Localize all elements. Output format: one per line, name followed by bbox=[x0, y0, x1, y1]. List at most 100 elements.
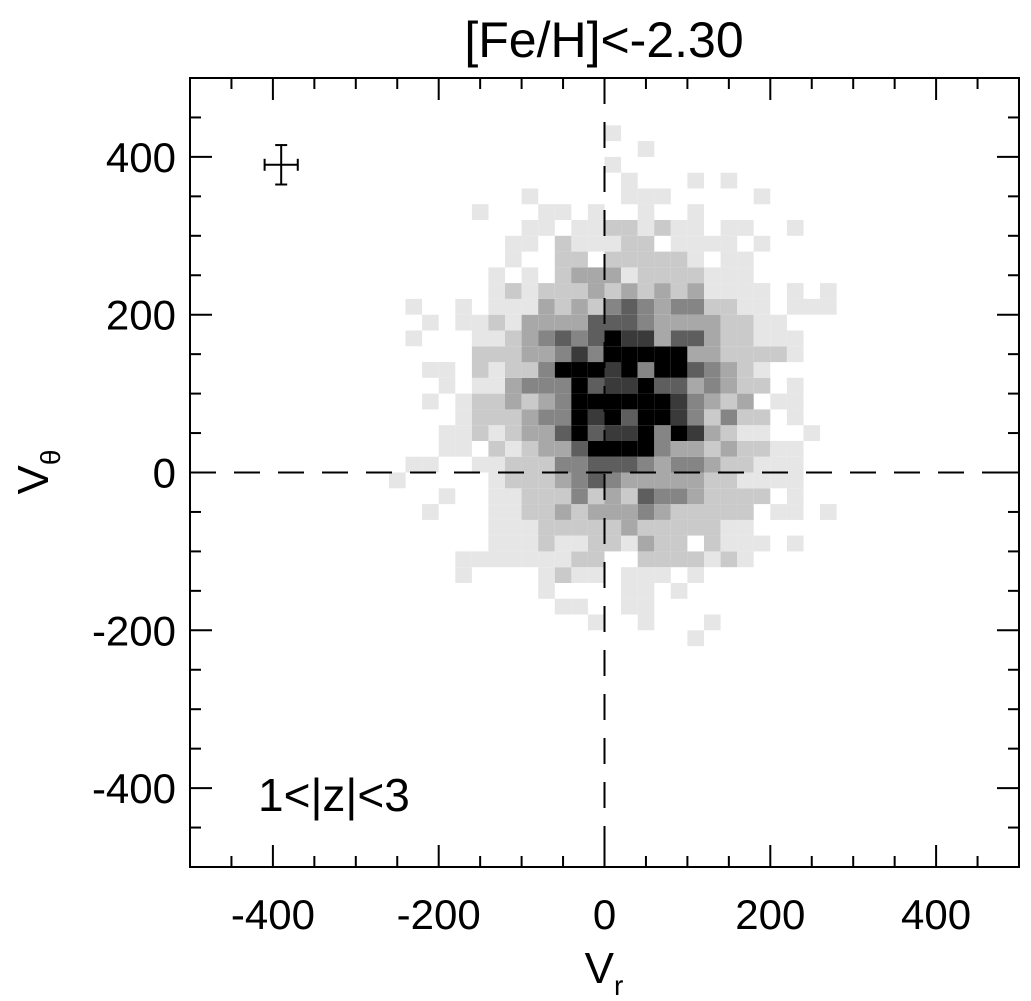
heatmap-cell bbox=[538, 377, 555, 394]
heatmap-cell bbox=[637, 583, 655, 599]
heatmap-cell bbox=[488, 393, 505, 410]
heatmap-cell bbox=[786, 535, 804, 552]
heatmap-cell bbox=[521, 330, 539, 347]
y-axis-label: Vθ bbox=[9, 450, 66, 495]
heatmap-cell bbox=[670, 377, 688, 394]
heatmap-cell bbox=[786, 298, 804, 315]
heatmap-cell bbox=[720, 172, 738, 189]
heatmap-cell bbox=[637, 330, 655, 347]
heatmap-cell bbox=[505, 283, 522, 299]
heatmap-cell bbox=[571, 393, 588, 410]
heatmap-cell bbox=[471, 409, 489, 426]
heatmap-cell bbox=[786, 330, 804, 347]
heatmap-cell bbox=[720, 314, 738, 331]
heatmap-cell bbox=[604, 235, 622, 252]
heatmap-cell bbox=[471, 377, 489, 394]
heatmap-cell bbox=[654, 251, 671, 268]
heatmap-cell bbox=[687, 456, 704, 473]
heatmap-cell bbox=[587, 440, 605, 457]
heatmap-cell bbox=[704, 551, 721, 568]
heatmap-cell bbox=[786, 409, 804, 426]
heatmap-cell bbox=[604, 488, 622, 505]
heatmap-cell bbox=[438, 377, 456, 394]
heatmap-cell bbox=[455, 409, 472, 426]
heatmap-cell bbox=[737, 330, 754, 347]
heatmap-cell bbox=[621, 535, 638, 552]
heatmap-cell bbox=[720, 220, 738, 236]
heatmap-cell bbox=[587, 409, 605, 426]
heatmap-cell bbox=[471, 425, 489, 441]
heatmap-cell bbox=[753, 314, 771, 331]
heatmap-cell bbox=[505, 504, 522, 520]
heatmap-cell bbox=[422, 393, 439, 410]
heatmap-cell bbox=[521, 456, 539, 473]
heatmap-cell bbox=[720, 235, 738, 252]
heatmap-cell bbox=[654, 551, 671, 568]
heatmap-cell bbox=[587, 425, 605, 441]
heatmap-cell bbox=[637, 362, 655, 378]
heatmap-cell bbox=[770, 330, 787, 347]
heatmap-cell bbox=[571, 235, 588, 252]
heatmap-cell bbox=[753, 362, 771, 378]
heatmap-cell bbox=[604, 267, 622, 284]
heatmap-cell bbox=[471, 456, 489, 473]
heatmap-cell bbox=[704, 456, 721, 473]
heatmap-cell bbox=[753, 409, 771, 426]
heatmap-cell bbox=[587, 614, 605, 631]
heatmap-cell bbox=[687, 472, 704, 489]
heatmap-cell bbox=[554, 330, 572, 347]
heatmap-cell bbox=[670, 346, 688, 363]
heatmap-cell bbox=[505, 425, 522, 441]
heatmap-cell bbox=[737, 456, 754, 473]
heatmap-cell bbox=[687, 346, 704, 363]
heatmap-cell bbox=[505, 488, 522, 505]
heatmap-cell bbox=[554, 472, 572, 489]
heatmap-cell bbox=[554, 440, 572, 457]
heatmap-cell bbox=[587, 519, 605, 536]
heatmap-cell bbox=[704, 377, 721, 394]
heatmap-cell bbox=[803, 298, 821, 315]
heatmap-cell bbox=[637, 567, 655, 583]
heatmap-cell bbox=[720, 456, 738, 473]
heatmap-cell bbox=[488, 298, 505, 315]
heatmap-cell bbox=[637, 425, 655, 441]
heatmap-cell bbox=[488, 440, 505, 457]
heatmap-cell bbox=[587, 235, 605, 252]
heatmap-cell bbox=[554, 535, 572, 552]
heatmap-cell bbox=[571, 425, 588, 441]
heatmap-cell bbox=[670, 393, 688, 410]
heatmap-cell bbox=[786, 377, 804, 394]
heatmap-cell bbox=[571, 440, 588, 457]
heatmap-cell bbox=[720, 504, 738, 520]
y-tick-label: 400 bbox=[106, 134, 176, 181]
heatmap-cell bbox=[704, 330, 721, 347]
heatmap-cell bbox=[687, 267, 704, 284]
heatmap-cell bbox=[571, 362, 588, 378]
heatmap-cell bbox=[571, 298, 588, 315]
heatmap-cell bbox=[587, 472, 605, 489]
heatmap-cell bbox=[637, 377, 655, 394]
heatmap-cell bbox=[521, 504, 539, 520]
heatmap-cell bbox=[670, 504, 688, 520]
heatmap-cell bbox=[554, 251, 572, 268]
heatmap-cell bbox=[737, 393, 754, 410]
heatmap-cell bbox=[621, 519, 638, 536]
heatmap-cell bbox=[654, 314, 671, 331]
heatmap-cell bbox=[488, 377, 505, 394]
heatmap-cell bbox=[654, 440, 671, 457]
heatmap-cell bbox=[488, 456, 505, 473]
heatmap-cell bbox=[670, 472, 688, 489]
heatmap-cell bbox=[737, 251, 754, 268]
heatmap-cell bbox=[786, 440, 804, 457]
heatmap-cell bbox=[538, 440, 555, 457]
heatmap-cell bbox=[521, 346, 539, 363]
heatmap-cell bbox=[488, 346, 505, 363]
heatmap-cell bbox=[737, 267, 754, 284]
heatmap-cell bbox=[621, 377, 638, 394]
heatmap-cell bbox=[720, 362, 738, 378]
heatmap-cell bbox=[571, 504, 588, 520]
heatmap-cell bbox=[521, 314, 539, 331]
heatmap-cell bbox=[654, 567, 671, 583]
heatmap-cell bbox=[604, 220, 622, 236]
heatmap-cell bbox=[720, 472, 738, 489]
